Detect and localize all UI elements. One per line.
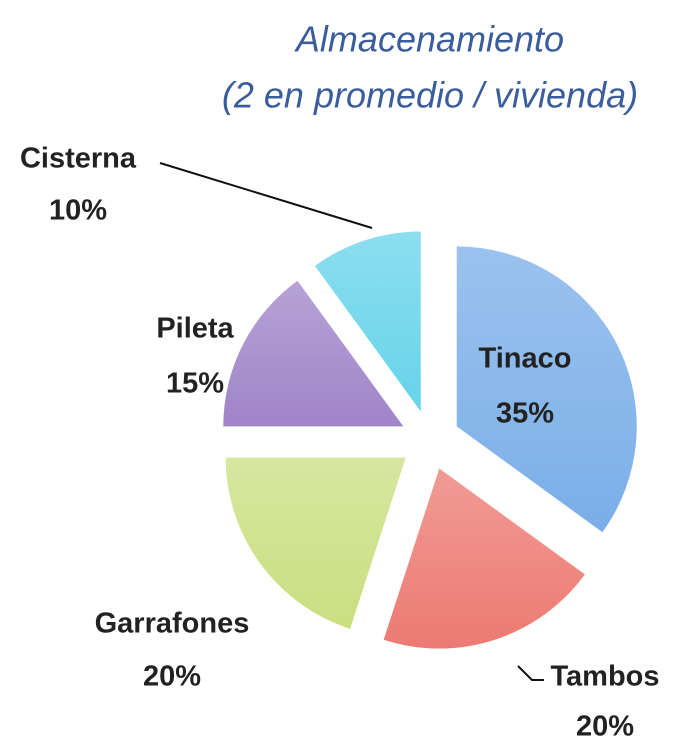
chart-title: Almacenamiento — [294, 19, 564, 60]
slice-label: Pileta — [156, 313, 234, 345]
value-label: 20% — [143, 661, 201, 693]
pie-slice — [456, 246, 637, 533]
slice-label: Garrafones — [95, 608, 250, 640]
slice-label: Cisterna — [20, 143, 137, 175]
pie-slice — [383, 468, 585, 649]
slice-label: Tambos — [550, 661, 659, 693]
pie-slice — [225, 457, 406, 629]
value-label: 10% — [49, 195, 107, 227]
chart-subtitle: (2 en promedio / vivienda) — [222, 75, 638, 116]
value-label: 35% — [496, 398, 554, 430]
pie-slice — [223, 280, 404, 427]
value-label: 15% — [166, 368, 224, 400]
value-label: 20% — [576, 711, 634, 739]
leader-line — [517, 665, 544, 681]
leader-line — [159, 162, 373, 229]
slice-label: Tinaco — [479, 343, 572, 375]
pie-slice — [314, 231, 421, 412]
